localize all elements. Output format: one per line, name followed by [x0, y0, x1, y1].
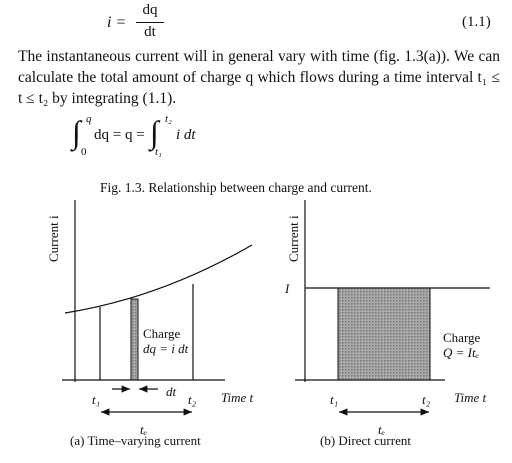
dt-label: dt: [166, 384, 177, 399]
eq1-lhs: i =: [107, 14, 127, 31]
integral: ∫: [72, 114, 81, 150]
upper-limit: t₂: [165, 113, 172, 125]
annotation: Charge: [443, 330, 481, 345]
t2-label: t₂: [422, 392, 431, 407]
t2-label: t₂: [188, 392, 197, 407]
eq-number: (1.1): [462, 14, 491, 30]
te-label: tₑ: [140, 422, 147, 437]
integral: ∫: [150, 114, 159, 150]
lower-limit: 0: [81, 146, 87, 158]
x-label: Time t: [221, 390, 254, 405]
eq1-den: dt: [144, 24, 156, 40]
t1-label: t₁: [92, 392, 100, 407]
lower-limit: t₁: [155, 146, 162, 158]
upper-limit: q: [86, 113, 92, 125]
figure-caption: Fig. 1.3. Relationship between charge an…: [100, 180, 372, 195]
annotation: dq = i dt: [143, 341, 189, 356]
panel-caption: (b) Direct current: [320, 433, 411, 448]
paragraph: The instantaneous current will in genera…: [18, 48, 500, 107]
te-label: tₑ: [378, 422, 385, 437]
eq1-num: dq: [142, 2, 158, 18]
eq2-middle: dq = q =: [94, 127, 145, 143]
current-curve: [64, 244, 253, 314]
eq2-integrand: i dt: [176, 127, 196, 143]
annotation: Charge: [143, 326, 181, 341]
fraction-bar: [136, 22, 164, 23]
y-label: Current i: [46, 215, 61, 262]
level-label: I: [284, 281, 290, 296]
strip: [130, 298, 139, 381]
t1-label: t₁: [330, 392, 338, 407]
panel-caption: (a) Time–varying current: [70, 433, 201, 448]
annotation: Q = Itₑ: [443, 345, 479, 360]
y-label: Current i: [286, 215, 301, 262]
charge-area: [337, 287, 431, 381]
x-label: Time t: [454, 390, 487, 405]
